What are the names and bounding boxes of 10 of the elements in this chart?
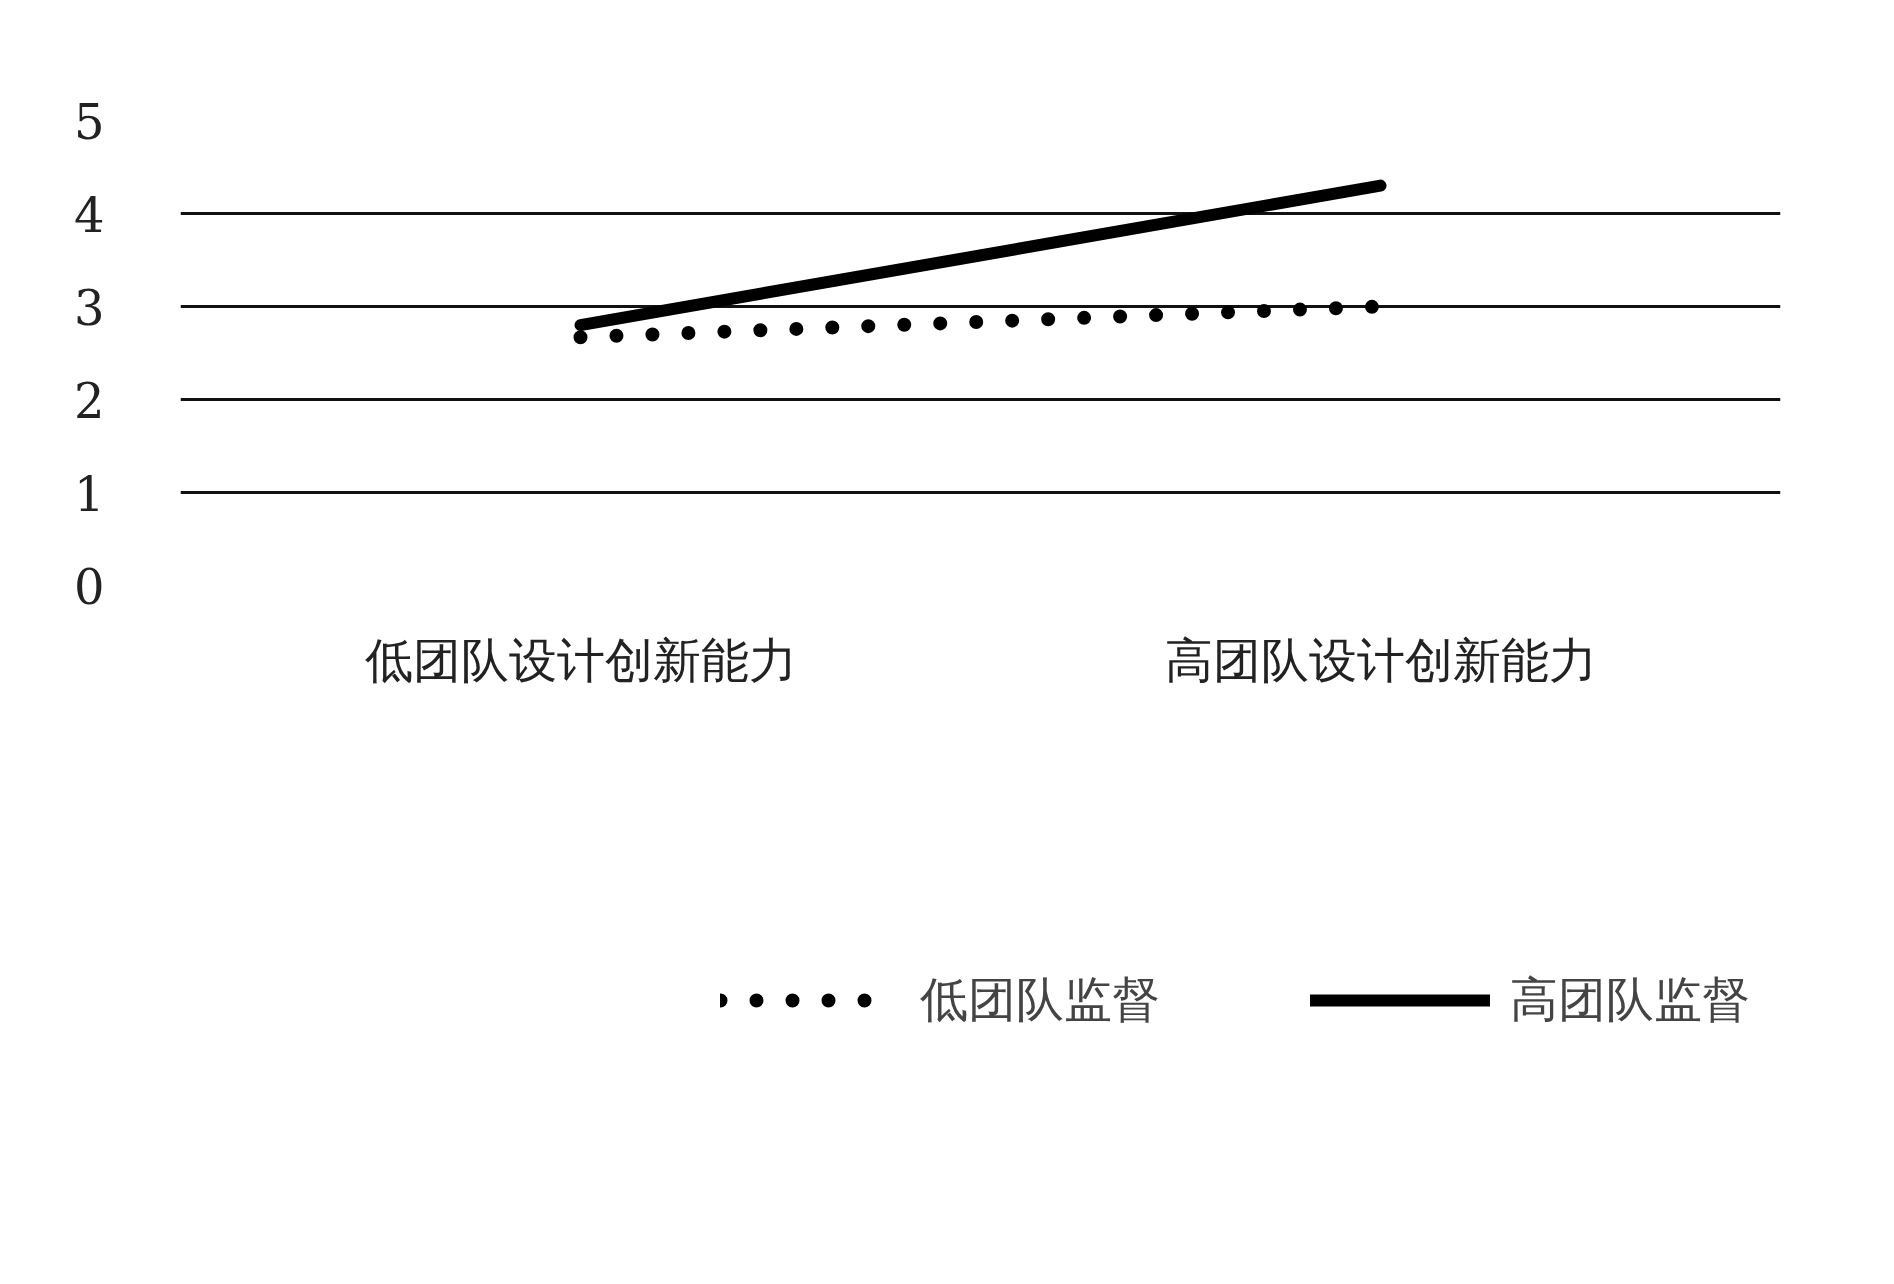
y-tick-label: 1	[73, 465, 105, 522]
y-tick-label: 3	[73, 279, 105, 336]
legend-label: 低团队监督	[920, 970, 1160, 1029]
y-tick-label: 4	[73, 186, 105, 243]
x-tick-label: 高团队设计创新能力	[1164, 631, 1597, 688]
y-tick-label: 0	[73, 558, 105, 615]
legend-label: 高团队监督	[1510, 970, 1750, 1029]
y-tick-label: 5	[73, 93, 105, 150]
x-tick-label: 低团队设计创新能力	[364, 631, 797, 688]
y-tick-label: 2	[73, 372, 105, 429]
